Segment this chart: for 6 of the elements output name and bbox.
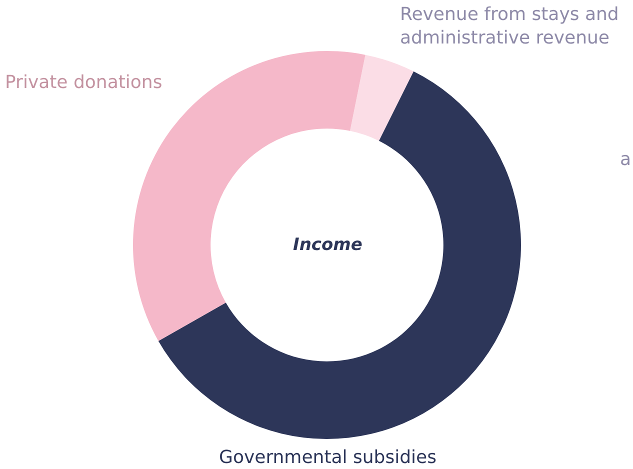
slice-label: Revenue from stays and administrative revenue [400, 4, 619, 48]
text: a [620, 149, 632, 170]
donut-slice [350, 54, 414, 141]
slice-label: Private donations [5, 72, 162, 93]
text: Income [293, 235, 362, 255]
slice-label: Governmental subsidies [219, 447, 436, 468]
